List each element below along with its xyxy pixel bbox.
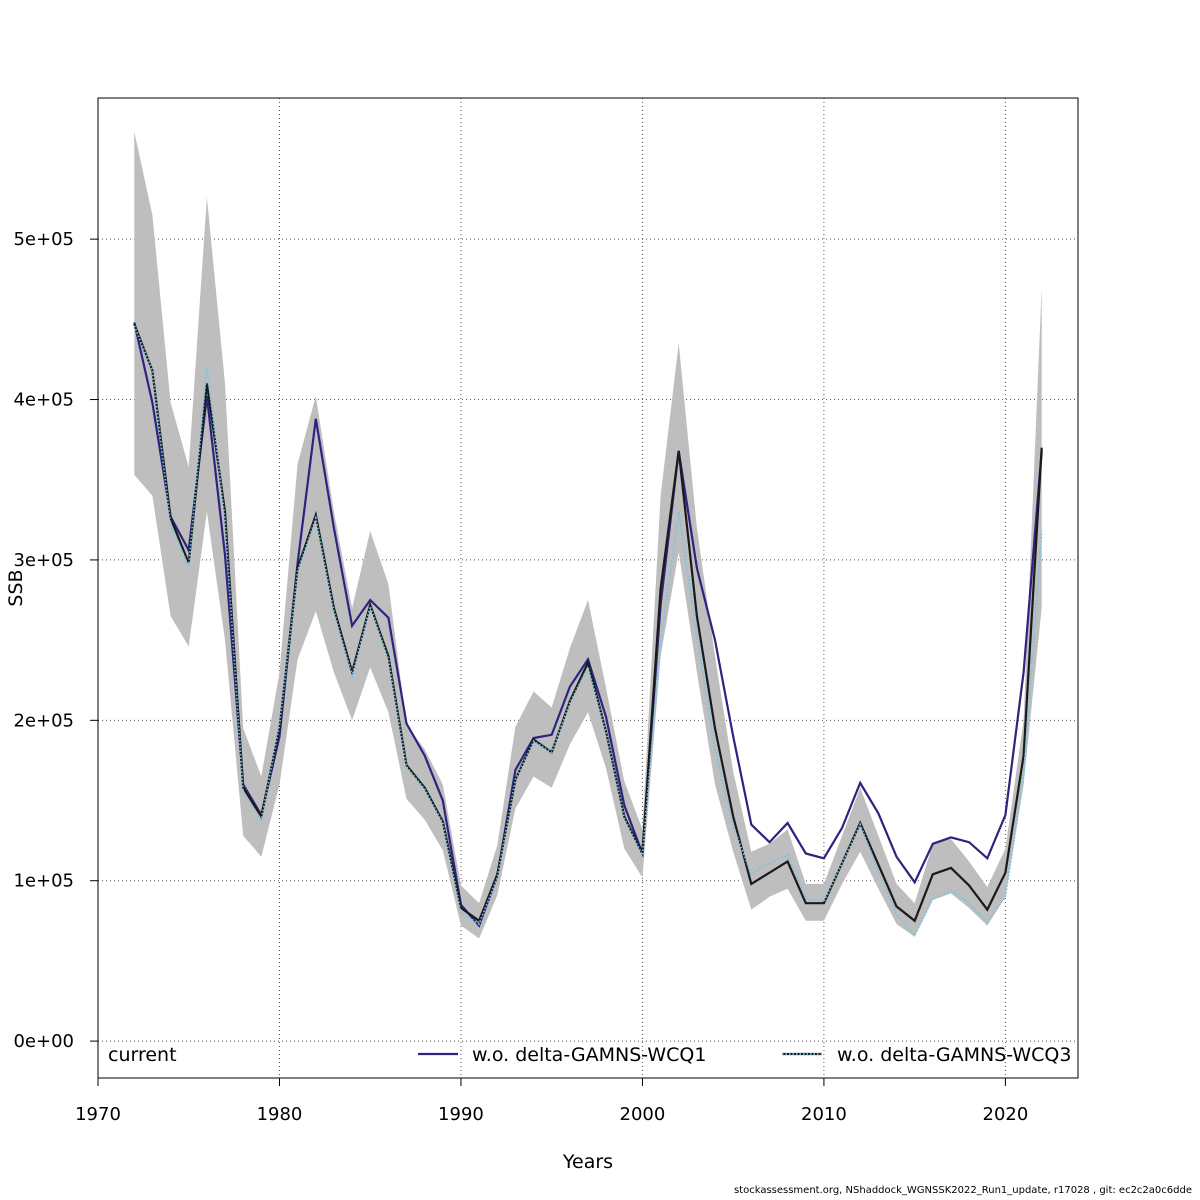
x-axis-title: Years	[562, 1151, 613, 1173]
y-tick-label-4: 4e+05	[13, 390, 74, 411]
x-tick-label-2000: 2000	[620, 1104, 666, 1125]
y-axis-title: SSB	[5, 569, 27, 606]
x-axis: 1970 1980 1990 2000 2010 2020	[75, 1077, 1029, 1125]
x-tick-label-1980: 1980	[257, 1104, 303, 1125]
y-tick-label-1: 1e+05	[13, 871, 74, 892]
x-tick-label-2010: 2010	[801, 1104, 847, 1125]
series-lines	[133, 322, 1043, 937]
x-tick-label-1970: 1970	[75, 1104, 121, 1125]
grid-lines	[97, 98, 1078, 1078]
plot-frame	[97, 97, 1079, 1079]
x-tick-label-1990: 1990	[438, 1104, 484, 1125]
y-tick-label-5: 5e+05	[13, 229, 74, 250]
y-tick-label-2: 2e+05	[13, 710, 74, 731]
y-tick-label-3: 3e+05	[13, 550, 74, 571]
y-tick-label-0: 0e+00	[13, 1031, 74, 1052]
series-line-wcq3	[133, 325, 1043, 937]
x-tick-label-2020: 2020	[983, 1104, 1029, 1125]
legend-label-current: current	[108, 1044, 177, 1066]
legend-label-wcq3: w.o. delta-GAMNS-WCQ3	[837, 1044, 1071, 1066]
legend-label-wcq1: w.o. delta-GAMNS-WCQ1	[472, 1044, 706, 1066]
y-axis: 0e+00 1e+05 2e+05 3e+05 4e+05 5e+05	[13, 229, 99, 1052]
footer-attribution: stockassessment.org, NShaddock_WGNSSK202…	[733, 1185, 1192, 1196]
legend: current w.o. delta-GAMNS-WCQ1 w.o. delta-G…	[108, 1044, 1071, 1066]
confidence-band	[134, 131, 1042, 939]
